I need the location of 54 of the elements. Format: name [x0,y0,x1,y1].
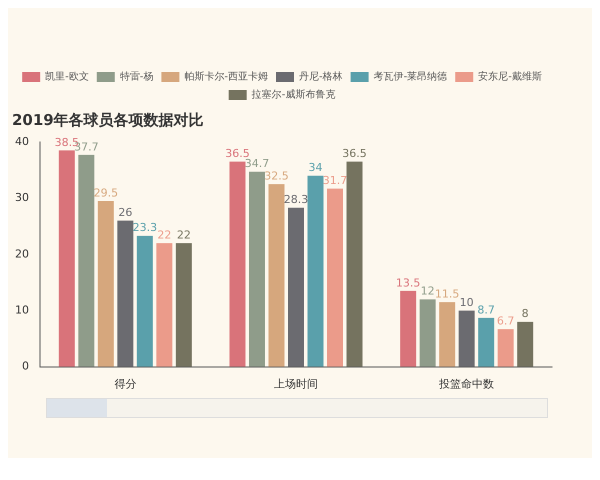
bar [517,322,534,367]
legend-label: 拉塞尔-威斯布鲁克 [252,88,336,101]
data-label: 31.7 [322,174,348,188]
data-label: 8 [522,307,529,320]
legend-label: 凯里-欧文 [45,70,89,83]
data-label: 8.7 [477,303,495,316]
bar [346,162,363,367]
data-label: 22 [157,228,172,242]
bar [248,172,265,367]
bar [498,329,514,367]
data-label: 28.3 [284,193,308,206]
legend-label: 安东尼-戴维斯 [478,70,542,83]
y-tick-label: 30 [14,191,29,204]
legend-label: 帕斯卡尔-西亚卡姆 [184,70,268,83]
bar [400,290,416,367]
x-tick-label: 投篮命中数 [438,377,494,390]
data-label: 26 [118,206,132,220]
bar [229,162,246,367]
data-label: 6.7 [496,314,514,328]
data-label: 29.5 [94,186,118,200]
bar [98,201,114,367]
data-label: 12 [420,284,435,298]
data-label: 10 [460,296,474,309]
data-label: 32.5 [264,170,289,183]
bar [478,318,494,367]
bar [327,188,344,367]
data-label: 13.5 [396,276,420,290]
bar [268,184,284,367]
data-label: 11.5 [434,288,460,301]
bar [58,150,75,367]
legend-label: 考瓦伊-莱昂纳德 [374,70,448,83]
bar [156,243,172,367]
y-tick-label: 20 [14,247,29,260]
bar [439,302,456,367]
y-tick-label: 0 [22,360,29,373]
bar [176,243,192,367]
bar [78,154,94,367]
bar [136,236,153,367]
x-tick-label: 上场时间 [274,377,318,390]
x-tick-label: 得分 [114,377,136,390]
bar [458,310,475,367]
data-label: 22 [176,228,191,242]
data-label: 36.5 [342,147,367,160]
y-tick-label: 10 [14,303,29,316]
bar [288,208,304,367]
legend-label: 丹尼-格林 [299,70,343,83]
chart-title: 2019年各球员各项数据对比 [12,110,204,129]
y-tick-label: 40 [14,134,29,148]
bar [117,220,134,367]
bar [420,299,436,367]
data-label: 34 [308,161,323,174]
legend-label: 特雷-杨 [120,70,154,83]
data-label: 23.3 [132,221,158,234]
bar [308,176,324,367]
